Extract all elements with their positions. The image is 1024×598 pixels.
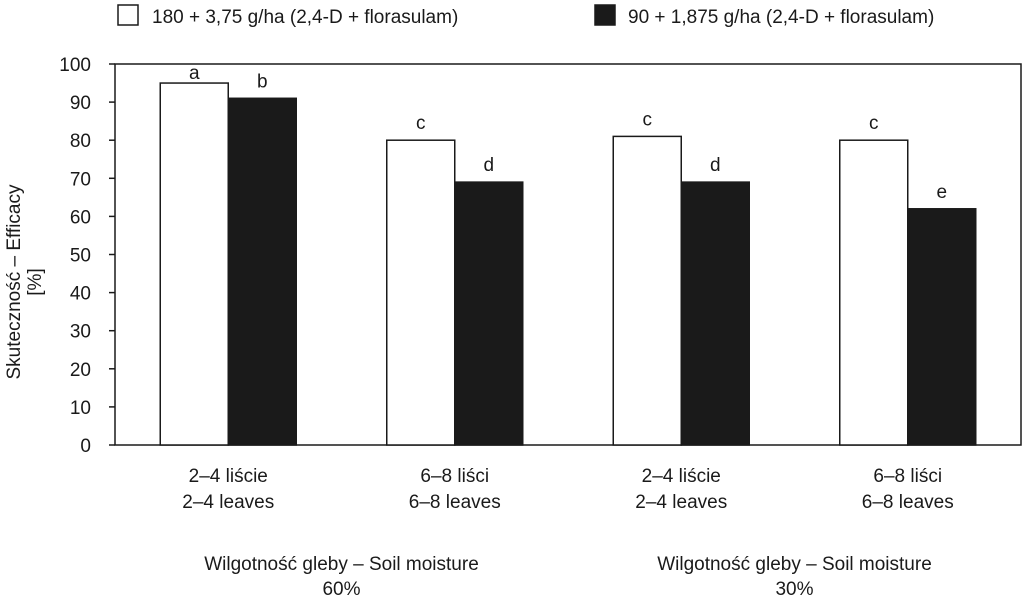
y-tick-label: 80 <box>70 131 91 152</box>
bar-series-2 <box>227 97 297 446</box>
y-tick-label: 10 <box>70 398 91 419</box>
x-category-label-line-1: 2–4 liście <box>642 466 721 487</box>
x-category-label-line-2: 6–8 leaves <box>862 492 954 513</box>
group-label-line-1: Wilgotność gleby – Soil moisture <box>657 554 932 575</box>
bar-series-2 <box>454 181 524 446</box>
legend-swatch-white <box>117 4 139 26</box>
bar-significance-label: c <box>416 113 426 134</box>
plot-area: a c c c b d d e <box>114 63 1022 446</box>
bar-series-2 <box>680 181 750 446</box>
x-category-label-line-2: 2–4 leaves <box>635 492 727 513</box>
y-tick-label: 100 <box>59 55 91 76</box>
y-tick-label: 90 <box>70 93 91 114</box>
y-tick-label: 60 <box>70 207 91 228</box>
bar-significance-label: a <box>189 63 200 84</box>
bar-series-1 <box>159 82 229 446</box>
bar-significance-label: c <box>869 113 879 134</box>
legend-label-series-2: 90 + 1,875 g/ha (2,4-D + florasulam) <box>628 7 934 28</box>
y-axis-title-line-2: [%] <box>25 268 46 295</box>
bar-significance-label: e <box>936 182 947 203</box>
bar-series-1 <box>839 139 909 446</box>
y-axis-title: Skuteczność – Efficacy [%] <box>4 184 46 380</box>
bar-series-1 <box>386 139 456 446</box>
bar-significance-label: b <box>257 71 268 92</box>
group-label-line-2: 30% <box>775 579 813 598</box>
x-axis-labels: 2–4 liście 2–4 leaves 6–8 liści 6–8 leaves 2… <box>182 466 953 513</box>
y-tick-label: 20 <box>70 360 91 381</box>
x-category-label-line-1: 6–8 liści <box>873 466 942 487</box>
group-label-line-2: 60% <box>322 579 360 598</box>
x-category-label-line-1: 6–8 liści <box>420 466 489 487</box>
y-tick-label: 70 <box>70 169 91 190</box>
bar-significance-label: d <box>483 155 494 176</box>
y-axis-ticks: 0 10 20 30 40 50 60 70 80 90 100 <box>59 55 115 457</box>
group-labels: Wilgotność gleby – Soil moisture 60% Wilgo… <box>204 554 932 598</box>
x-category-label-line-2: 6–8 leaves <box>409 492 501 513</box>
bar-series-2 <box>907 208 977 446</box>
legend: 180 + 3,75 g/ha (2,4-D + florasulam) 90 … <box>117 4 934 28</box>
group-label-line-1: Wilgotność gleby – Soil moisture <box>204 554 479 575</box>
bar-significance-label: d <box>710 155 721 176</box>
y-tick-label: 30 <box>70 322 91 343</box>
y-tick-label: 50 <box>70 246 91 267</box>
legend-label-series-1: 180 + 3,75 g/ha (2,4-D + florasulam) <box>152 7 458 28</box>
bar-significance-label: c <box>643 109 653 130</box>
x-category-label-line-1: 2–4 liście <box>189 466 268 487</box>
y-tick-label: 40 <box>70 284 91 305</box>
y-tick-label: 0 <box>80 436 91 457</box>
x-category-label-line-2: 2–4 leaves <box>182 492 274 513</box>
bar-series-1 <box>612 135 682 446</box>
y-axis-title-line-1: Skuteczność – Efficacy <box>4 184 25 380</box>
legend-swatch-black <box>594 4 616 26</box>
